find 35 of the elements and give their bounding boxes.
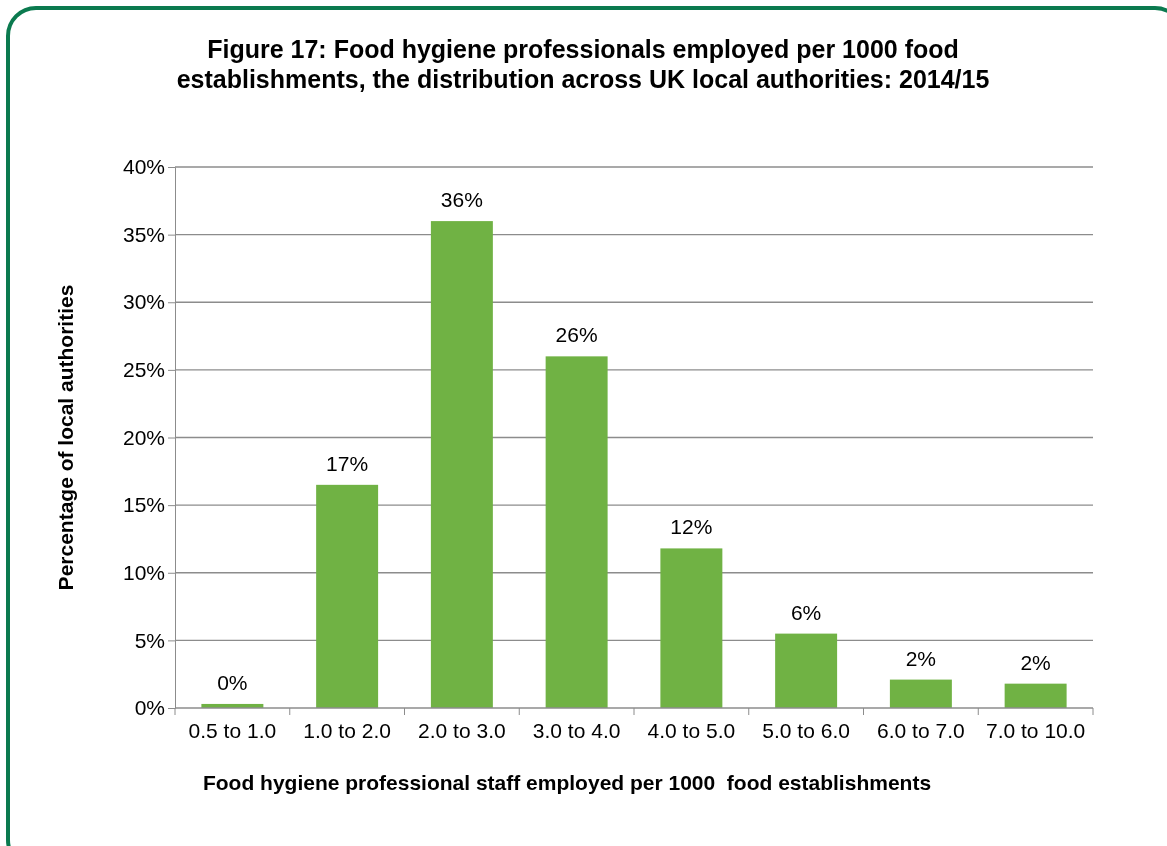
- y-tick-label: 0%: [134, 696, 165, 720]
- data-label: 6%: [790, 600, 822, 624]
- y-tick-label: 5%: [134, 628, 165, 652]
- x-tick-label: 5.0 to 6.0: [762, 719, 850, 742]
- x-tick-label: 3.0 to 4.0: [532, 719, 621, 742]
- x-tick-label: 0.5 to 1.0: [188, 719, 277, 742]
- data-label: 2%: [905, 646, 937, 670]
- bar: [775, 633, 838, 708]
- y-axis-title: Percentage of local authorities: [54, 284, 77, 591]
- x-axis-title: Food hygiene professional staff employed per 1000 food establishments: [202, 771, 932, 794]
- y-tick-label: 30%: [122, 290, 165, 314]
- data-label: 12%: [670, 515, 713, 539]
- x-tick-label: 2.0 to 3.0: [418, 719, 506, 742]
- chart-title: Figure 17: Food hygiene professionals employed per 1000 food establishments, the distribution across UK local authorities: 2014/15: [176, 35, 990, 93]
- data-label: 26%: [555, 323, 598, 347]
- y-tick-label: 10%: [122, 560, 165, 584]
- data-label: 17%: [326, 451, 369, 475]
- y-tick-label: 35%: [122, 222, 165, 246]
- y-tick-label: 15%: [122, 493, 165, 517]
- bar: [660, 548, 723, 708]
- data-label: 36%: [440, 188, 483, 212]
- bar: [1004, 683, 1067, 708]
- bar: [316, 484, 379, 708]
- x-tick-label: 1.0 to 2.0: [303, 719, 391, 742]
- data-label: 0%: [217, 670, 248, 694]
- x-tick-label: 7.0 to 10.0: [986, 719, 1086, 742]
- bar: [889, 679, 952, 708]
- data-label: 2%: [1020, 650, 1051, 674]
- x-tick-label: 6.0 to 7.0: [877, 719, 965, 742]
- y-tick-label: 20%: [122, 425, 165, 449]
- x-tick-label: 4.0 to 5.0: [647, 719, 736, 742]
- bar: [545, 356, 608, 708]
- y-tick-label: 40%: [122, 155, 165, 179]
- bar: [430, 221, 493, 708]
- y-tick-label: 25%: [122, 358, 165, 382]
